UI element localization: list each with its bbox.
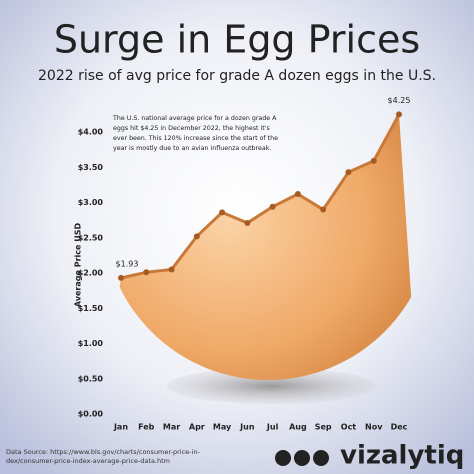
annotation: The U.S. national average price for a do… [112,115,277,122]
x-tick-label: Aug [289,423,307,432]
x-tick-label: Oct [341,423,357,432]
y-tick-label: $0.50 [78,374,104,383]
x-tick-label: Feb [138,423,155,432]
point [118,274,124,281]
point [143,269,150,276]
source-note: Data Source: https://www.bls.gov/charts/… [6,448,200,456]
point [370,157,377,164]
x-tick-label: May [213,423,232,432]
point [193,233,200,240]
y-tick-label: $3.50 [78,163,104,172]
y-tick-label: $4.00 [78,128,104,137]
x-tick-label: Jul [266,423,279,432]
source-note: dex/consumer-price-index-average-price-d… [6,457,170,465]
x-tick-label: Jun [239,423,255,432]
social-icons [275,450,329,466]
point [269,203,276,210]
point [219,209,226,216]
point [244,219,251,226]
y-tick-label: $2.50 [78,233,104,242]
y-axis-label: Average Price USD [74,223,83,308]
y-tick-label: $1.00 [78,339,104,348]
line [120,113,401,280]
x-tick-label: Dec [391,423,408,432]
y-tick-label: $3.00 [78,198,104,207]
data-label: $1.93 [116,259,139,268]
x-tick-label: Apr [189,423,205,432]
x-tick-label: Jan [113,423,128,432]
y-tick-label: $0.00 [78,410,104,419]
y-tick-label: $2.00 [78,269,104,278]
brand: vizalytiq [340,441,464,471]
point [168,266,175,273]
y-tick-label: $1.50 [78,304,104,313]
area [103,114,419,380]
data-label: $4.25 [388,96,411,105]
x-tick-label: Mar [163,423,180,432]
x-tick-label: Nov [365,423,383,432]
x-tick-label: Sep [315,423,332,432]
egg-shadow [167,368,377,404]
annotation: ever been. This 120% increase since the … [113,135,278,142]
chart-title: Surge in Egg Prices [54,18,420,62]
point [294,191,301,198]
chart-subtitle: 2022 rise of avg price for grade A dozen… [38,68,436,84]
point [396,111,402,118]
point [345,169,352,176]
point [320,206,327,213]
annotation: year is mostly due to an avian influenza… [113,145,271,152]
annotation: eggs hit $4.25 in December 2022, the hig… [113,125,270,132]
